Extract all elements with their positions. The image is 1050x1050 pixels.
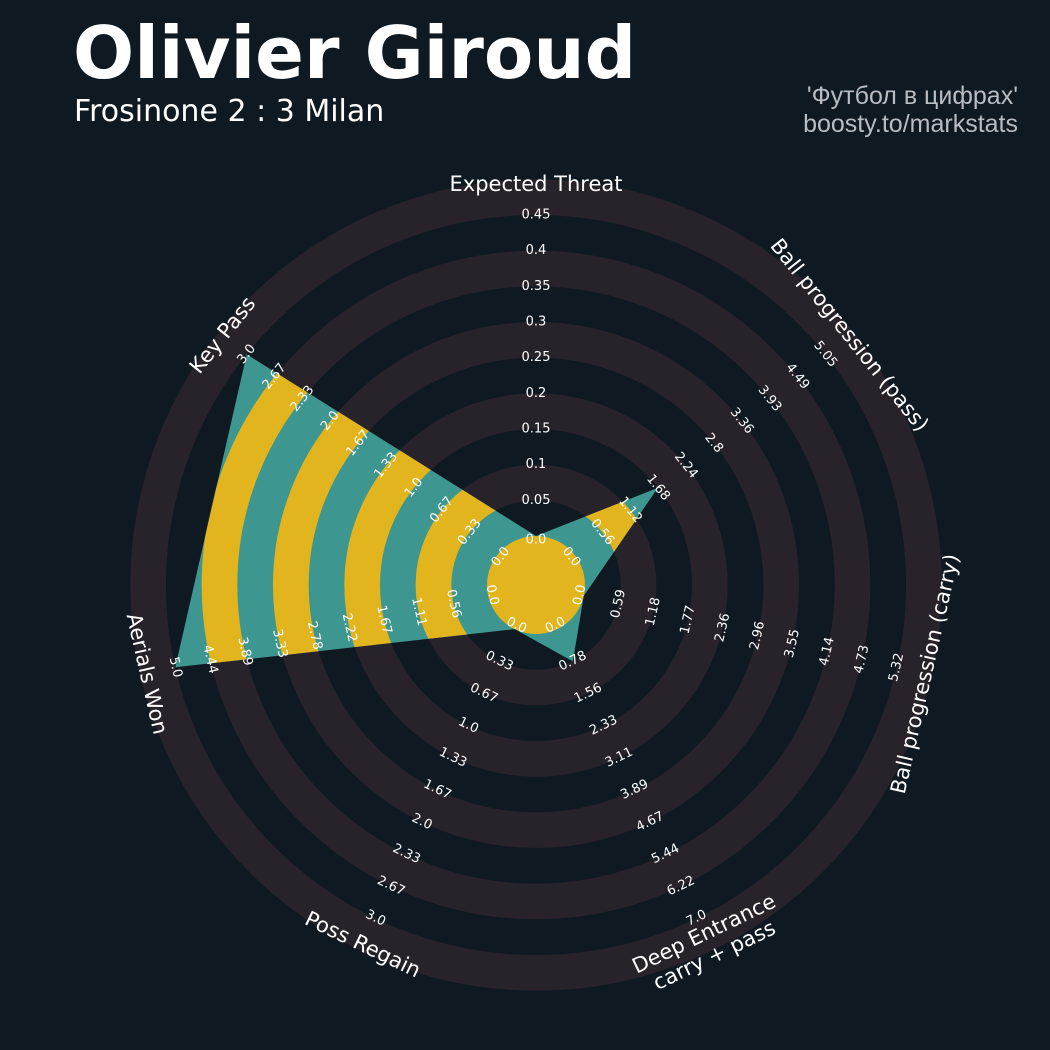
tick-label: 4.14 — [817, 636, 838, 668]
tick-label: 4.44 — [200, 644, 221, 676]
radar-area-band — [272, 354, 658, 668]
credit-line-1: 'Футбол в цифрах' — [806, 82, 1018, 110]
tick-label: 5.0 — [166, 656, 185, 680]
tick-label: 0.4 — [526, 243, 547, 258]
ring-band — [130, 179, 942, 991]
tick-label: 0.0 — [526, 533, 547, 548]
radar-area-band — [201, 354, 658, 668]
radar-tick-labels: 0.0 0.05 0.1 0.15 0.2 0.25 0.3 0.35 0.4 0.45 0.0 0.… — [166, 208, 908, 930]
tick-label: 0.56 — [443, 588, 464, 620]
tick-label: 0.1 — [526, 457, 547, 472]
tick-label: 2.22 — [339, 612, 360, 644]
parameter-label: Expected Threat — [450, 172, 623, 196]
tick-label: 0.0 — [483, 583, 502, 607]
tick-label: 1.18 — [643, 596, 664, 628]
tick-label: 2.78 — [304, 620, 325, 652]
tick-label: 2.96 — [747, 620, 768, 652]
parameter-label: Deep Entrancecarry + pass — [628, 889, 789, 1000]
tick-label: 0.45 — [522, 208, 551, 223]
tick-label: 3.89 — [234, 636, 255, 668]
tick-label: 3.55 — [782, 628, 803, 660]
credit-block: 'Футбол в цифрах' boosty.to/markstats — [803, 82, 1018, 138]
tick-label: 0.05 — [522, 493, 551, 508]
tick-label: 0.59 — [608, 588, 629, 620]
tick-label: 0.2 — [526, 386, 547, 401]
tick-label: 0.3 — [526, 315, 547, 330]
player-name-title: Olivier Giroud — [73, 11, 637, 95]
match-subtitle: Frosinone 2 : 3 Milan — [74, 94, 385, 129]
radar-center-disc — [487, 536, 585, 634]
tick-label: 0.35 — [522, 279, 551, 294]
tick-label: 1.77 — [678, 604, 699, 636]
tick-label: 5.32 — [886, 652, 907, 684]
tick-label: 0.15 — [522, 422, 551, 437]
tick-label: 4.73 — [851, 644, 872, 676]
credit-line-2: boosty.to/markstats — [803, 110, 1018, 138]
tick-label: 1.67 — [373, 604, 394, 636]
tick-label: 2.36 — [712, 612, 733, 644]
tick-label: 3.33 — [269, 628, 290, 660]
tick-label: 1.11 — [408, 596, 429, 628]
tick-label: 0.25 — [522, 350, 551, 365]
tick-label: 0.0 — [570, 583, 589, 607]
